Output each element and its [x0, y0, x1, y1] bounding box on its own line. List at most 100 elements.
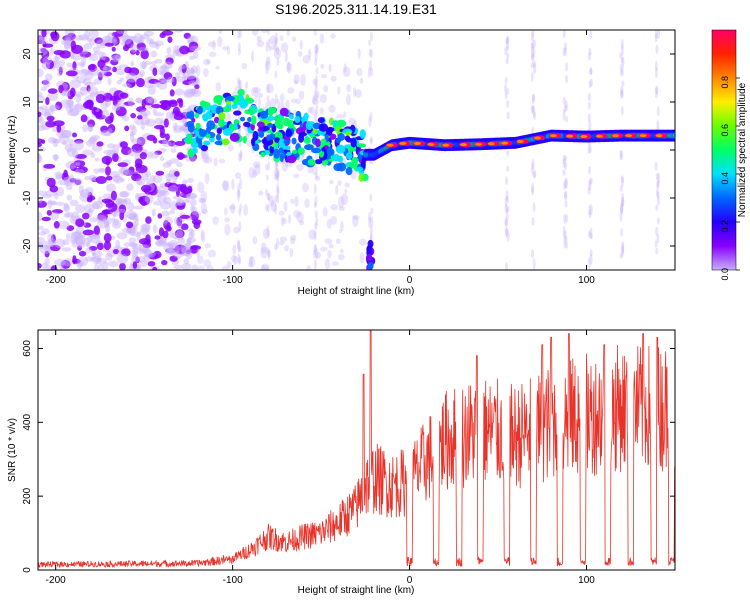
spectrogram-cell [327, 249, 332, 259]
spectrogram-cell [133, 33, 144, 43]
spectrogram-cell [61, 89, 73, 97]
spectrogram-cell [201, 153, 210, 164]
spectrogram-cell [213, 94, 224, 101]
spectrogram-cell [69, 199, 79, 207]
spectrogram-cell [313, 201, 317, 209]
spectrogram-cell [69, 79, 81, 89]
spectrogram-cell [108, 36, 117, 43]
spectrogram-cell [172, 232, 178, 240]
spectrogram-cell [115, 197, 123, 204]
spectrogram-cell [87, 137, 97, 145]
spectrogram-cell [288, 113, 295, 120]
spectrogram-cell [176, 230, 184, 238]
spectrogram-cell [175, 199, 185, 204]
spectrogram-cell [38, 111, 42, 118]
spectrogram-cell [206, 265, 215, 270]
spectrogram-cell [134, 218, 140, 226]
spectrogram-cell [619, 184, 623, 193]
spectrogram-cell [274, 173, 279, 181]
spectrogram-cell [109, 112, 114, 122]
spectrogram-cell [337, 196, 345, 209]
spectrogram-cell [92, 46, 101, 53]
spectrogram-cell [587, 145, 591, 154]
colorbar-gradient [711, 29, 737, 271]
spectrogram-cell [290, 198, 295, 204]
spectrogram-cell [285, 129, 293, 137]
spectrogram-cell [182, 179, 188, 185]
spectrogram-cell [82, 212, 90, 220]
spectrogram-cell [162, 230, 169, 239]
spectrogram-cell [237, 48, 241, 56]
spectrogram-cell [142, 240, 152, 249]
spectrogram-cell [269, 195, 275, 208]
spectrogram-cell [63, 178, 72, 187]
spectrogram-cell [145, 95, 154, 104]
spectrogram-cell [72, 132, 77, 138]
spectrogram-cell [276, 57, 280, 67]
spectrogram-cell [58, 84, 64, 94]
spectrogram-cell [267, 56, 271, 64]
spectrogram-cell [121, 227, 133, 233]
spectrogram-cell [88, 30, 99, 39]
spectrogram-cell [174, 171, 180, 177]
spectrogram-cell [621, 56, 625, 69]
spectrogram-cell [654, 30, 658, 39]
spectrogram-cell [159, 132, 167, 139]
spectrogram-cell [337, 132, 345, 141]
spectrogram-cell [76, 61, 86, 66]
spectrogram-cell [237, 77, 241, 86]
spectrogram-cell [140, 34, 150, 40]
spectrogram-cell [239, 98, 248, 109]
spectrogram-cell [270, 200, 277, 213]
spectrogram-cell [369, 193, 373, 202]
spectrogram-cell [531, 182, 535, 194]
spectrogram-cell [166, 242, 179, 248]
spectrogram-cell [562, 96, 566, 106]
spectrogram-cell [161, 141, 172, 148]
spectrogram-cell [360, 159, 366, 170]
spectrogram-cell [562, 180, 566, 190]
spectrogram-cell [59, 129, 72, 138]
spectrogram-cell [69, 138, 74, 147]
spectrogram-cell [369, 31, 373, 42]
x-tick-label: 100 [578, 575, 595, 586]
spectrogram-cell [79, 86, 89, 91]
spectrogram-cell [86, 85, 91, 92]
spectrogram-cell [84, 203, 95, 214]
spectrogram-cell [311, 164, 318, 176]
spectrogram-cell [293, 173, 300, 179]
spectrogram-cell [186, 69, 193, 75]
spectrogram-cell [103, 71, 113, 77]
spectrogram-cell [165, 57, 174, 65]
spectrogram-cell [189, 245, 199, 254]
spectrogram-cell [125, 72, 138, 83]
spectrogram-cell [504, 76, 508, 84]
spectrogram-cell [214, 140, 224, 146]
spectrogram-cell [265, 56, 269, 69]
spectrogram-cell [564, 162, 568, 170]
spectrogram-cell [149, 39, 155, 45]
spectrogram-cell [165, 111, 172, 119]
spectrogram-cell [86, 37, 93, 42]
spectrogram-cell [369, 138, 373, 145]
spectrogram-cell [252, 236, 258, 245]
spectrogram-cell [154, 239, 164, 247]
spectrogram-blobs [38, 30, 675, 270]
spectrogram-cell [69, 108, 80, 117]
spectrogram-cell [62, 238, 70, 246]
spectrogram-cell [185, 193, 197, 199]
spectrogram-cell [139, 247, 150, 253]
x-tick-label: -100 [223, 575, 243, 586]
spectrogram-cell [144, 61, 152, 66]
y-tick-label: -10 [22, 190, 33, 205]
spectrogram-cell [131, 249, 138, 259]
spectrogram-cell [136, 42, 146, 51]
spectrogram-cell [294, 196, 299, 207]
spectrogram-cell [119, 141, 128, 149]
spectrogram-cell [93, 51, 100, 56]
spectrogram-cell [174, 88, 185, 96]
spectrogram-cell [152, 250, 162, 259]
spectrogram-cell [207, 41, 216, 48]
spectrogram-cell [620, 205, 624, 215]
spectrogram-cell [189, 156, 197, 162]
